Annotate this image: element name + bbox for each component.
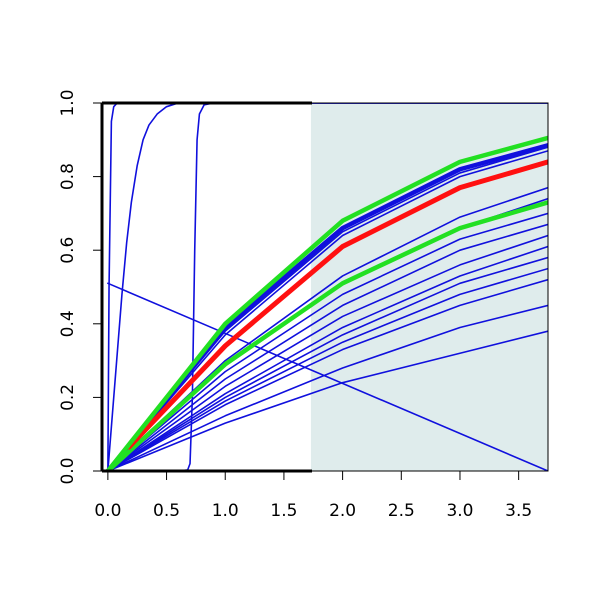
y-tick-label: 0.6 bbox=[58, 237, 78, 264]
x-tick-label: 0.5 bbox=[153, 501, 180, 521]
x-tick-label: 3.5 bbox=[505, 501, 532, 521]
series-line-16 bbox=[107, 150, 548, 471]
series-line-13 bbox=[107, 212, 548, 471]
series-line-10 bbox=[107, 245, 548, 471]
x-tick-label: 1.0 bbox=[212, 501, 239, 521]
series-line-2 bbox=[107, 103, 548, 471]
y-tick-label: 0.4 bbox=[58, 310, 78, 337]
y-tick-label: 0.2 bbox=[58, 384, 78, 411]
x-tick-label: 2.5 bbox=[388, 501, 415, 521]
series-line-1 bbox=[107, 103, 548, 471]
series-line-21 bbox=[105, 135, 548, 471]
x-tick-label: 2.0 bbox=[329, 501, 356, 521]
series-line-12 bbox=[107, 223, 548, 471]
x-axis: 0.0 0.5 1.0 1.5 2.0 2.5 3.0 3.5 bbox=[94, 471, 532, 521]
series-line-4 bbox=[107, 282, 548, 471]
series-line-7 bbox=[107, 278, 548, 471]
series-line-11 bbox=[107, 234, 548, 471]
y-tick-label: 0.8 bbox=[58, 163, 78, 190]
series-line-5 bbox=[107, 330, 548, 471]
series-line-19 bbox=[105, 200, 548, 471]
x-tick-label: 1.5 bbox=[270, 501, 297, 521]
series-line-8 bbox=[107, 267, 548, 471]
y-tick-label: 1.0 bbox=[58, 89, 78, 116]
x-tick-label: 0.0 bbox=[94, 501, 121, 521]
series-layer bbox=[105, 103, 548, 471]
shaded-region bbox=[310, 103, 548, 471]
series-line-9 bbox=[107, 256, 548, 471]
series-line-20 bbox=[126, 159, 548, 450]
x-tick-label: 3.0 bbox=[446, 501, 473, 521]
y-axis: 0.0 0.2 0.4 0.6 0.8 1.0 bbox=[58, 89, 102, 485]
y-tick-label: 0.0 bbox=[58, 457, 78, 484]
series-line-6 bbox=[107, 304, 548, 471]
